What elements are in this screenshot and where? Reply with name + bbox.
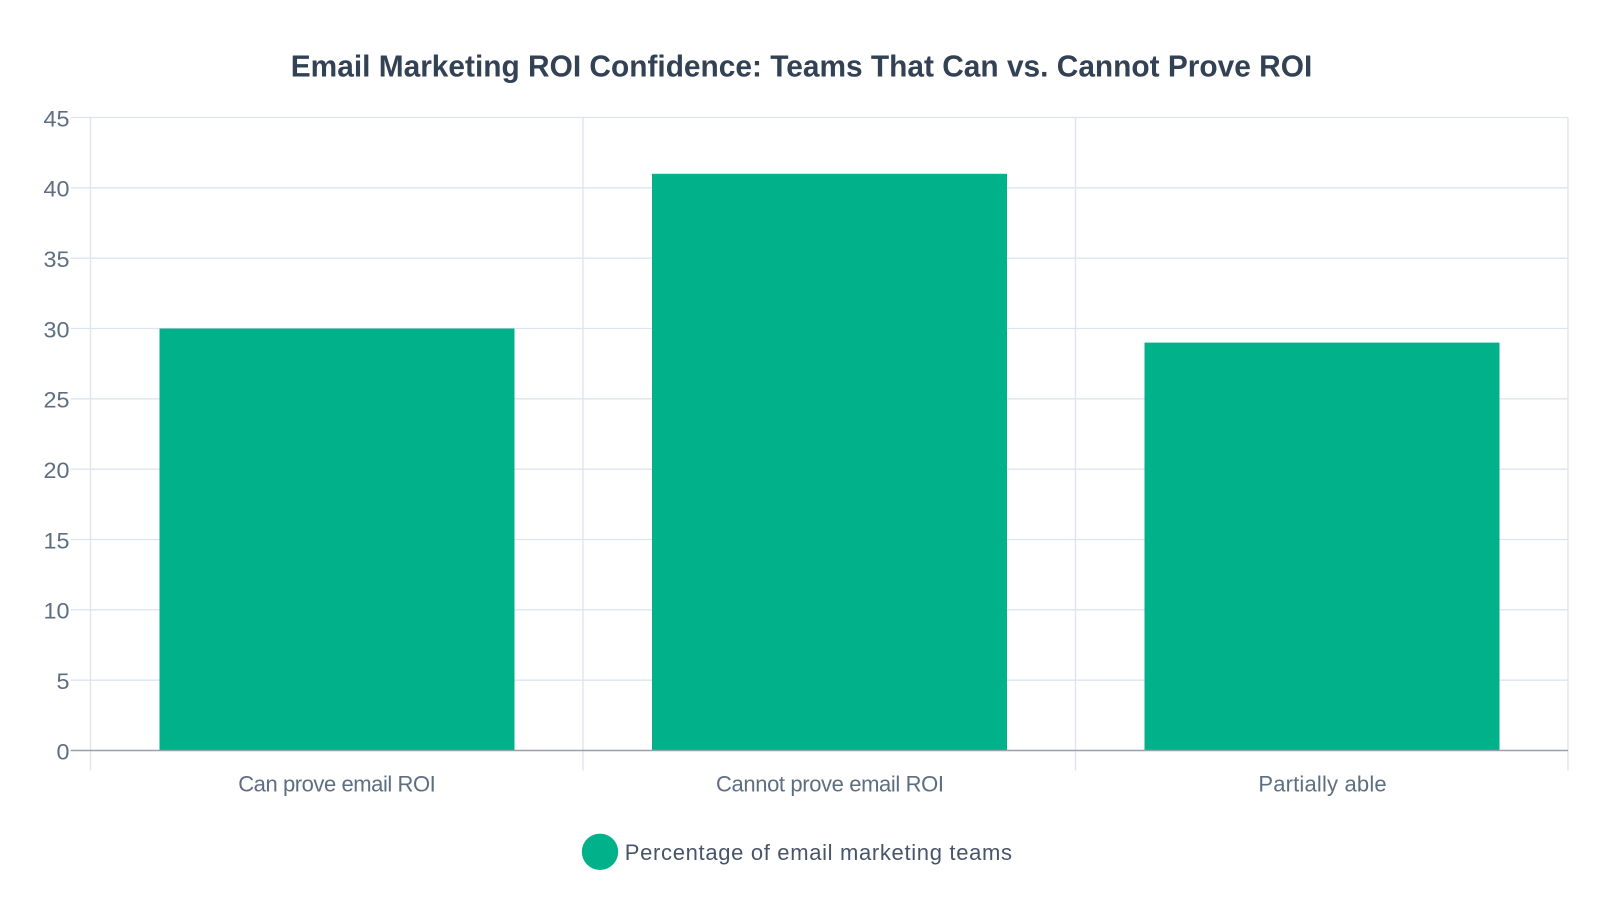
svg-text:Can prove email ROI: Can prove email ROI [238, 772, 436, 797]
svg-text:10: 10 [44, 599, 70, 624]
svg-text:40: 40 [44, 177, 70, 202]
svg-text:5: 5 [57, 669, 70, 694]
svg-text:20: 20 [44, 458, 70, 483]
svg-text:Partially able: Partially able [1258, 772, 1386, 797]
svg-text:15: 15 [44, 528, 70, 553]
svg-text:0: 0 [57, 739, 70, 764]
svg-text:25: 25 [44, 388, 70, 413]
svg-text:35: 35 [44, 247, 70, 272]
svg-text:Cannot prove email ROI: Cannot prove email ROI [716, 772, 944, 797]
svg-text:Percentage of email marketing: Percentage of email marketing teams [625, 840, 1012, 865]
svg-text:Email Marketing ROI Confidence: Email Marketing ROI Confidence: Teams Th… [291, 48, 1313, 83]
svg-text:45: 45 [44, 106, 70, 131]
svg-text:30: 30 [44, 317, 70, 342]
